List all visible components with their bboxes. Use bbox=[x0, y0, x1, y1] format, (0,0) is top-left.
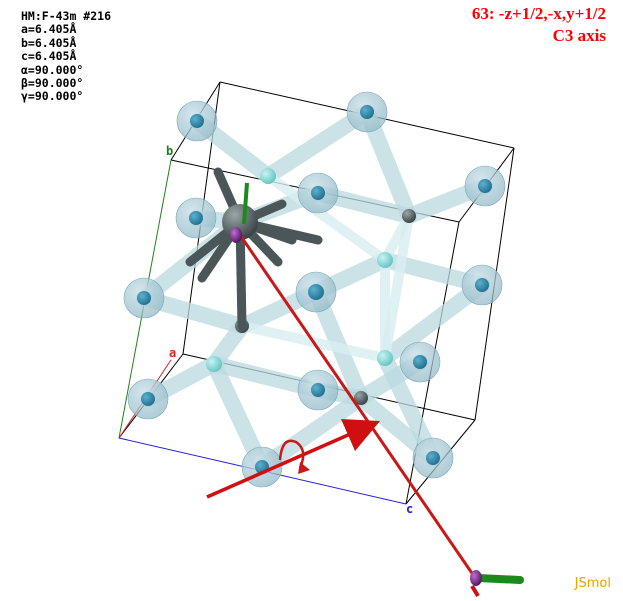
cell-a-label: a=6.405Å bbox=[21, 22, 77, 37]
cell-c-label: c=6.405Å bbox=[21, 49, 77, 64]
bond-network bbox=[136, 104, 493, 475]
rotation-arc bbox=[278, 439, 305, 469]
axis-c-label: c bbox=[406, 502, 414, 516]
blue-atom-cores bbox=[137, 105, 492, 474]
rotation-arrowhead bbox=[298, 462, 310, 474]
unit-cell-info: HM:F-43m #216 a=6.405Å b=6.405Å c=6.405Å… bbox=[21, 9, 112, 104]
green-vector bbox=[242, 182, 249, 225]
symmetry-element-label: C3 axis bbox=[552, 26, 606, 45]
symmetry-operation-info: 63: -z+1/2,-x,y+1/2 C3 axis bbox=[472, 3, 606, 47]
symmetry-operation-label: 63: -z+1/2,-x,y+1/2 bbox=[471, 4, 606, 23]
c3-perpendicular-arrow bbox=[206, 419, 381, 499]
cell-b-label: b=6.405Å bbox=[21, 35, 77, 50]
cell-alpha-label: α=90.000° bbox=[21, 62, 84, 77]
cell-beta-label: β=90.000° bbox=[21, 76, 84, 91]
blue-atoms bbox=[123, 91, 506, 488]
green-vector-end bbox=[474, 574, 524, 584]
cell-gamma-label: γ=90.000° bbox=[21, 89, 84, 104]
symmetry-operation-graphics bbox=[206, 182, 524, 598]
jsmol-logo[interactable]: JSmol bbox=[574, 576, 611, 591]
highlight-atom-end bbox=[470, 570, 482, 586]
axis-b-label: b bbox=[166, 144, 174, 158]
cyan-atoms bbox=[206, 168, 393, 372]
c3-axis-line bbox=[236, 231, 480, 583]
highlight-atom-start bbox=[230, 227, 242, 243]
space-group-label: HM:F-43m #216 bbox=[21, 9, 112, 23]
axis-a-label: a bbox=[169, 346, 177, 360]
